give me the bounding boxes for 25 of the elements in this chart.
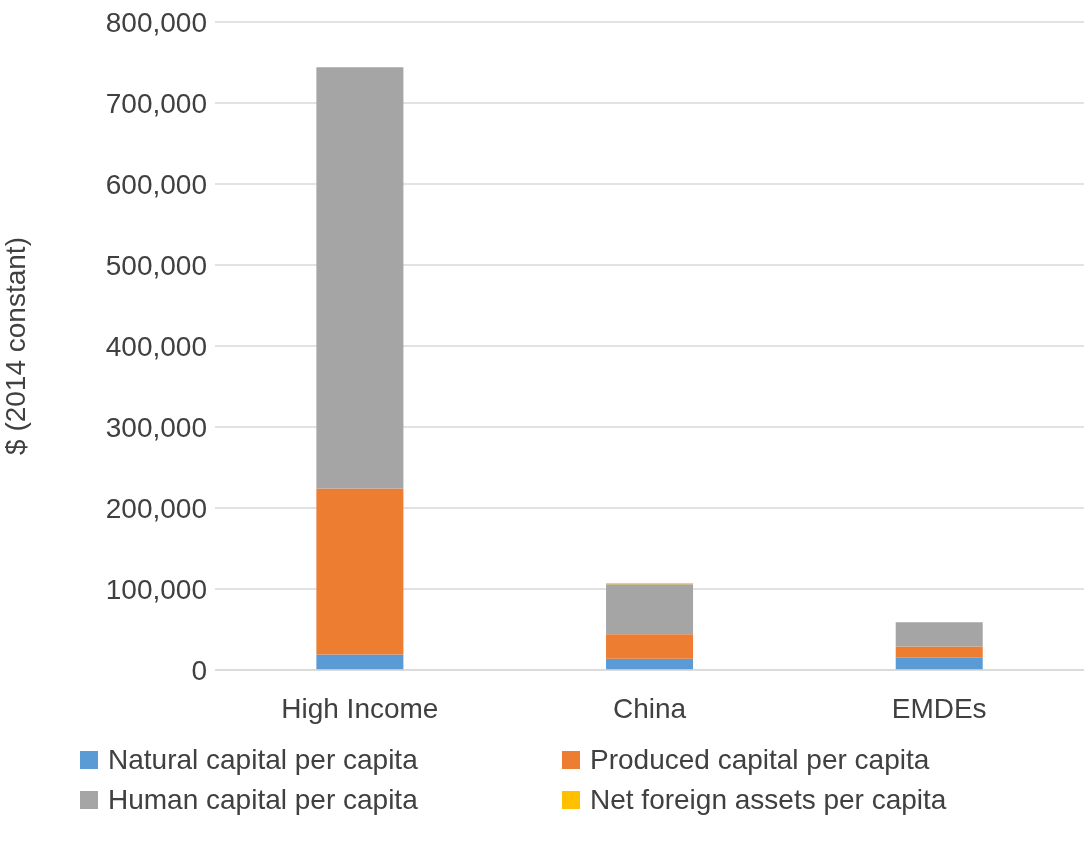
y-tick-label: 300,000 xyxy=(105,411,207,443)
x-tick-label: China xyxy=(612,692,687,724)
y-tick-label: 600,000 xyxy=(105,168,207,200)
bar xyxy=(606,634,694,659)
y-tick-label: 400,000 xyxy=(105,330,207,362)
x-tick-label: High Income xyxy=(281,692,439,724)
y-tick-label: 700,000 xyxy=(105,87,207,119)
y-axis-title: $ (2014 constant) xyxy=(0,237,31,455)
bar xyxy=(316,654,404,670)
legend-label: Human capital per capita xyxy=(108,784,418,816)
bar xyxy=(895,657,983,670)
bar xyxy=(606,584,694,635)
y-tick-label: 800,000 xyxy=(105,6,207,38)
y-tick-label: 500,000 xyxy=(105,249,207,281)
y-tick-label: 0 xyxy=(191,654,207,686)
x-tick-label: EMDEs xyxy=(891,692,987,724)
y-tick-label: 100,000 xyxy=(105,573,207,605)
legend-label: Natural capital per capita xyxy=(108,744,418,776)
bar xyxy=(316,488,404,655)
bar xyxy=(895,646,983,658)
bar xyxy=(316,67,404,489)
legend-label: Produced capital per capita xyxy=(590,744,930,776)
bar xyxy=(895,622,983,647)
legend-label: Net foreign assets per capita xyxy=(590,784,947,816)
y-tick-label: 200,000 xyxy=(105,492,207,524)
